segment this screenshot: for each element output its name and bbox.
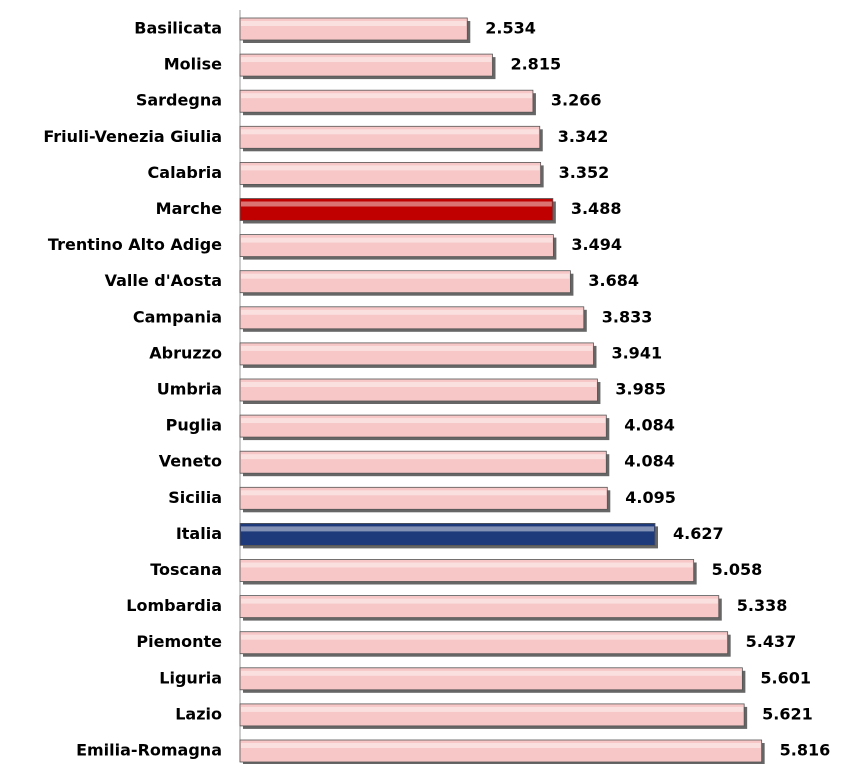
category-label: Marche	[156, 199, 222, 218]
bar	[239, 53, 493, 77]
bar	[239, 378, 598, 402]
category-label: Campania	[133, 307, 222, 326]
category-label: Umbria	[157, 380, 222, 399]
value-label: 5.816	[780, 741, 831, 760]
value-label: 4.627	[673, 524, 724, 543]
value-label: 5.437	[746, 632, 797, 651]
bar	[239, 559, 695, 582]
value-label: 3.352	[559, 163, 610, 182]
value-label: 3.985	[615, 380, 666, 399]
category-label: Basilicata	[134, 19, 222, 38]
bar-highlight	[241, 129, 539, 135]
bar-highlight	[241, 93, 532, 99]
bar-highlight	[241, 562, 693, 568]
value-label: 3.833	[602, 307, 653, 326]
bar	[239, 234, 554, 258]
value-label: 2.815	[510, 55, 561, 74]
bar	[239, 414, 607, 438]
category-label: Veneto	[159, 452, 222, 471]
value-label: 4.095	[625, 488, 676, 507]
bar-highlight	[241, 634, 727, 640]
category-label: Molise	[164, 55, 222, 74]
bar-highlight	[241, 490, 607, 496]
bar-highlight	[241, 526, 655, 532]
category-label: Abruzzo	[149, 343, 222, 362]
category-label: Trentino Alto Adige	[48, 235, 222, 254]
value-label: 4.084	[624, 416, 675, 435]
bar	[239, 595, 720, 618]
bar	[239, 270, 571, 294]
bar-highlight	[241, 382, 597, 387]
bar-highlight	[241, 743, 761, 748]
bar-highlight	[241, 21, 467, 26]
bar	[239, 703, 745, 727]
bar-highlight	[241, 273, 570, 279]
bar-highlight	[241, 706, 744, 712]
value-label: 3.494	[571, 235, 622, 254]
bar-highlight	[241, 309, 583, 315]
category-label: Toscana	[150, 560, 222, 579]
value-label: 3.266	[551, 91, 602, 110]
category-label: Liguria	[159, 668, 222, 687]
bar	[239, 306, 585, 330]
bar-highlight	[241, 598, 718, 604]
bar	[239, 342, 594, 366]
value-label: 3.342	[558, 127, 609, 146]
bar	[239, 89, 534, 113]
bar-highlight	[241, 418, 606, 424]
bar-highlight	[241, 670, 742, 676]
bar-highlight	[241, 237, 553, 243]
category-label: Friuli-Venezia Giulia	[43, 127, 222, 146]
bar	[239, 523, 656, 546]
value-label: 3.684	[588, 271, 639, 290]
value-label: 2.534	[485, 19, 536, 38]
bar	[239, 125, 541, 149]
category-label: Lazio	[175, 704, 222, 723]
bar-highlight	[241, 165, 540, 171]
bar-highlight	[241, 57, 492, 63]
value-label: 5.338	[737, 596, 788, 615]
bar	[239, 450, 607, 474]
bar	[239, 161, 542, 185]
value-label: 3.941	[611, 343, 662, 362]
bar	[239, 17, 468, 41]
category-label: Valle d'Aosta	[105, 271, 222, 290]
category-label: Calabria	[148, 163, 222, 182]
category-label: Sardegna	[136, 91, 222, 110]
category-label: Lombardia	[126, 596, 222, 615]
category-label: Sicilia	[168, 488, 222, 507]
bar-highlight	[241, 454, 606, 460]
value-label: 5.058	[712, 560, 763, 579]
bar	[239, 198, 554, 221]
category-label: Piemonte	[136, 632, 222, 651]
bar	[239, 631, 729, 655]
value-label: 5.601	[760, 668, 811, 687]
bar-highlight	[241, 345, 593, 351]
bar	[239, 667, 743, 691]
value-label: 5.621	[762, 704, 813, 723]
bar	[239, 739, 763, 763]
bar	[239, 486, 608, 510]
bar-highlight	[241, 201, 552, 207]
value-label: 4.084	[624, 452, 675, 471]
category-label: Puglia	[166, 416, 222, 435]
category-label: Italia	[176, 524, 222, 543]
value-label: 3.488	[571, 199, 622, 218]
category-label: Emilia-Romagna	[76, 741, 222, 760]
